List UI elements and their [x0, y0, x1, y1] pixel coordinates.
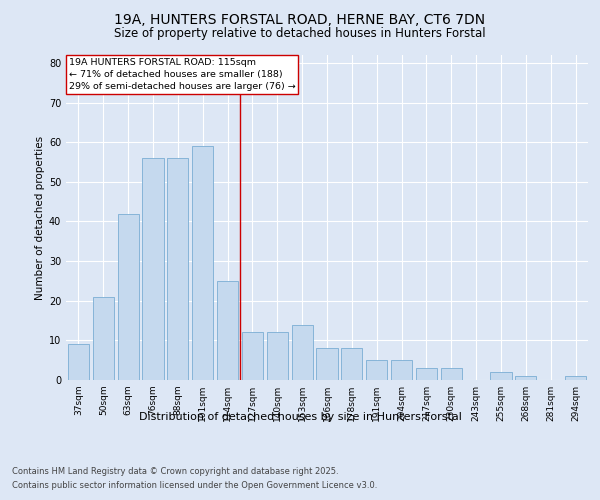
- Bar: [366, 360, 387, 380]
- Bar: [515, 376, 536, 380]
- Bar: [391, 360, 412, 380]
- Bar: [565, 376, 586, 380]
- Text: Size of property relative to detached houses in Hunters Forstal: Size of property relative to detached ho…: [114, 28, 486, 40]
- Bar: [93, 297, 114, 380]
- Bar: [68, 344, 89, 380]
- Bar: [416, 368, 437, 380]
- Bar: [142, 158, 164, 380]
- Text: Distribution of detached houses by size in Hunters Forstal: Distribution of detached houses by size …: [139, 412, 461, 422]
- Bar: [490, 372, 512, 380]
- Text: 19A, HUNTERS FORSTAL ROAD, HERNE BAY, CT6 7DN: 19A, HUNTERS FORSTAL ROAD, HERNE BAY, CT…: [115, 12, 485, 26]
- Bar: [217, 281, 238, 380]
- Text: 19A HUNTERS FORSTAL ROAD: 115sqm
← 71% of detached houses are smaller (188)
29% : 19A HUNTERS FORSTAL ROAD: 115sqm ← 71% o…: [68, 58, 295, 91]
- Bar: [316, 348, 338, 380]
- Text: Contains public sector information licensed under the Open Government Licence v3: Contains public sector information licen…: [12, 481, 377, 490]
- Y-axis label: Number of detached properties: Number of detached properties: [35, 136, 44, 300]
- Bar: [341, 348, 362, 380]
- Bar: [242, 332, 263, 380]
- Bar: [267, 332, 288, 380]
- Bar: [167, 158, 188, 380]
- Bar: [192, 146, 213, 380]
- Bar: [441, 368, 462, 380]
- Text: Contains HM Land Registry data © Crown copyright and database right 2025.: Contains HM Land Registry data © Crown c…: [12, 468, 338, 476]
- Bar: [118, 214, 139, 380]
- Bar: [292, 324, 313, 380]
